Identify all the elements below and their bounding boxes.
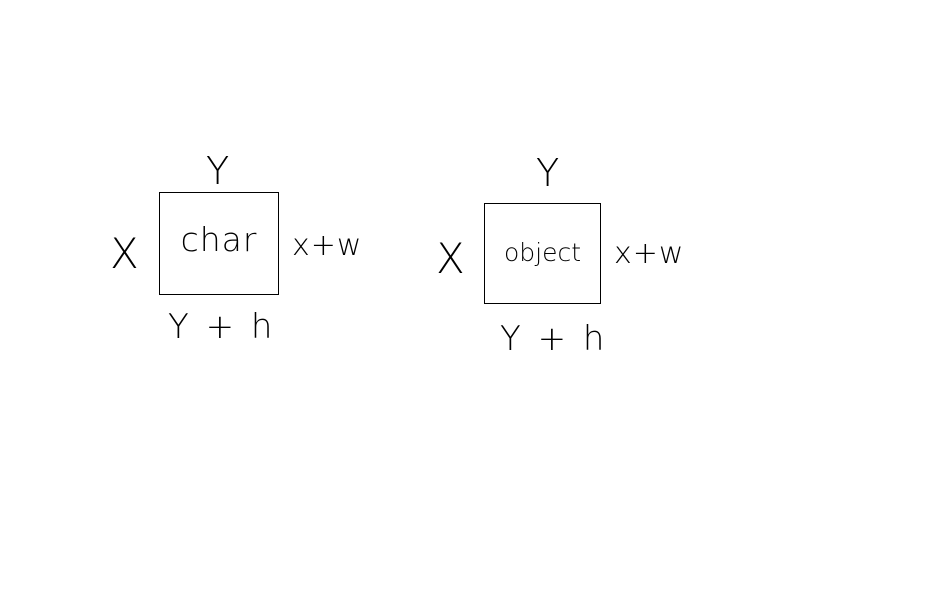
left-left-label: X xyxy=(110,229,139,278)
char-box: char xyxy=(159,192,279,295)
left-right-label: x+w xyxy=(292,228,363,263)
left-bottom-label: Y + h xyxy=(168,307,273,347)
left-top-label: Y xyxy=(206,149,230,193)
object-box-label: object xyxy=(503,238,582,267)
right-bottom-label: Y + h xyxy=(500,319,605,359)
object-box: object xyxy=(484,203,601,304)
right-left-label: X xyxy=(436,234,465,283)
right-right-label: x+w xyxy=(614,236,685,271)
right-top-label: Y xyxy=(536,151,560,195)
char-box-label: char xyxy=(180,220,258,259)
